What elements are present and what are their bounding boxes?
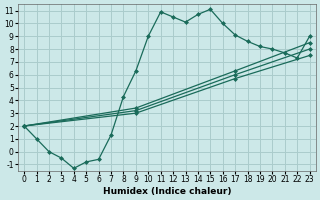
X-axis label: Humidex (Indice chaleur): Humidex (Indice chaleur): [103, 187, 231, 196]
